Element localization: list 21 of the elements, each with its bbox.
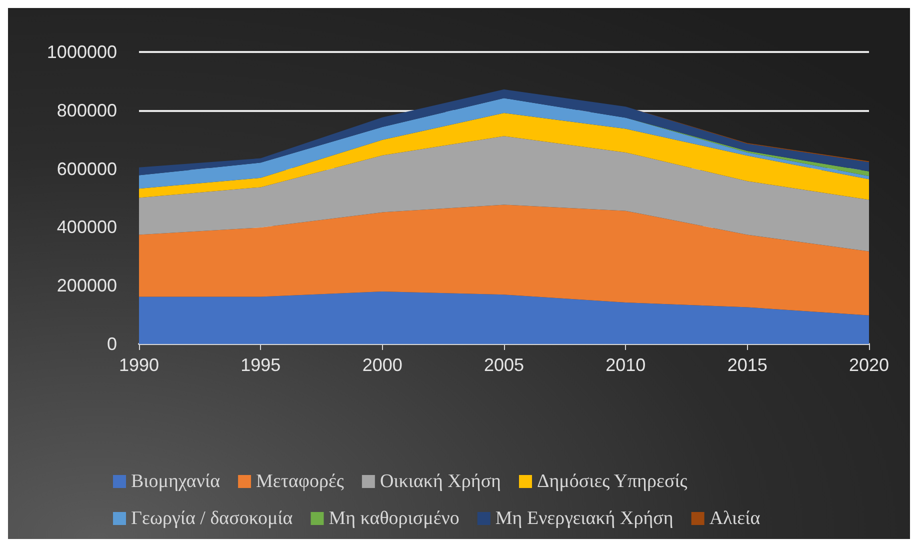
legend-label: Δημόσιες Υπηρεσίς: [537, 471, 688, 492]
legend-label: Γεωργία / δασοκομία: [131, 508, 293, 529]
legend-label: Μη Ενεργειακή Χρήση: [495, 508, 674, 529]
legend-label: Μη καθορισμένο: [328, 508, 460, 529]
y-tick-label: 1000000: [46, 42, 117, 62]
y-tick-label: 200000: [56, 276, 117, 296]
legend-label: Μεταφορές: [256, 471, 344, 492]
legend-label: Βιομηχανία: [131, 471, 220, 492]
x-tick-label: 2020: [848, 355, 890, 375]
x-tick-label: 2010: [606, 355, 646, 375]
y-tick-label: 800000: [56, 100, 117, 120]
y-tick-label: 600000: [56, 158, 117, 179]
x-tick-label: 2005: [484, 355, 524, 375]
x-tick-label: 2000: [362, 355, 402, 375]
x-tick-label: 1995: [240, 355, 281, 375]
legend-label: Αλιεία: [709, 508, 760, 529]
x-tick-label: 1990: [118, 355, 160, 375]
y-tick-label: 0: [106, 334, 117, 354]
legend-label: Οικιακή Χρήση: [380, 471, 502, 492]
y-tick-label: 400000: [56, 217, 117, 238]
x-tick-label: 2015: [727, 355, 768, 375]
